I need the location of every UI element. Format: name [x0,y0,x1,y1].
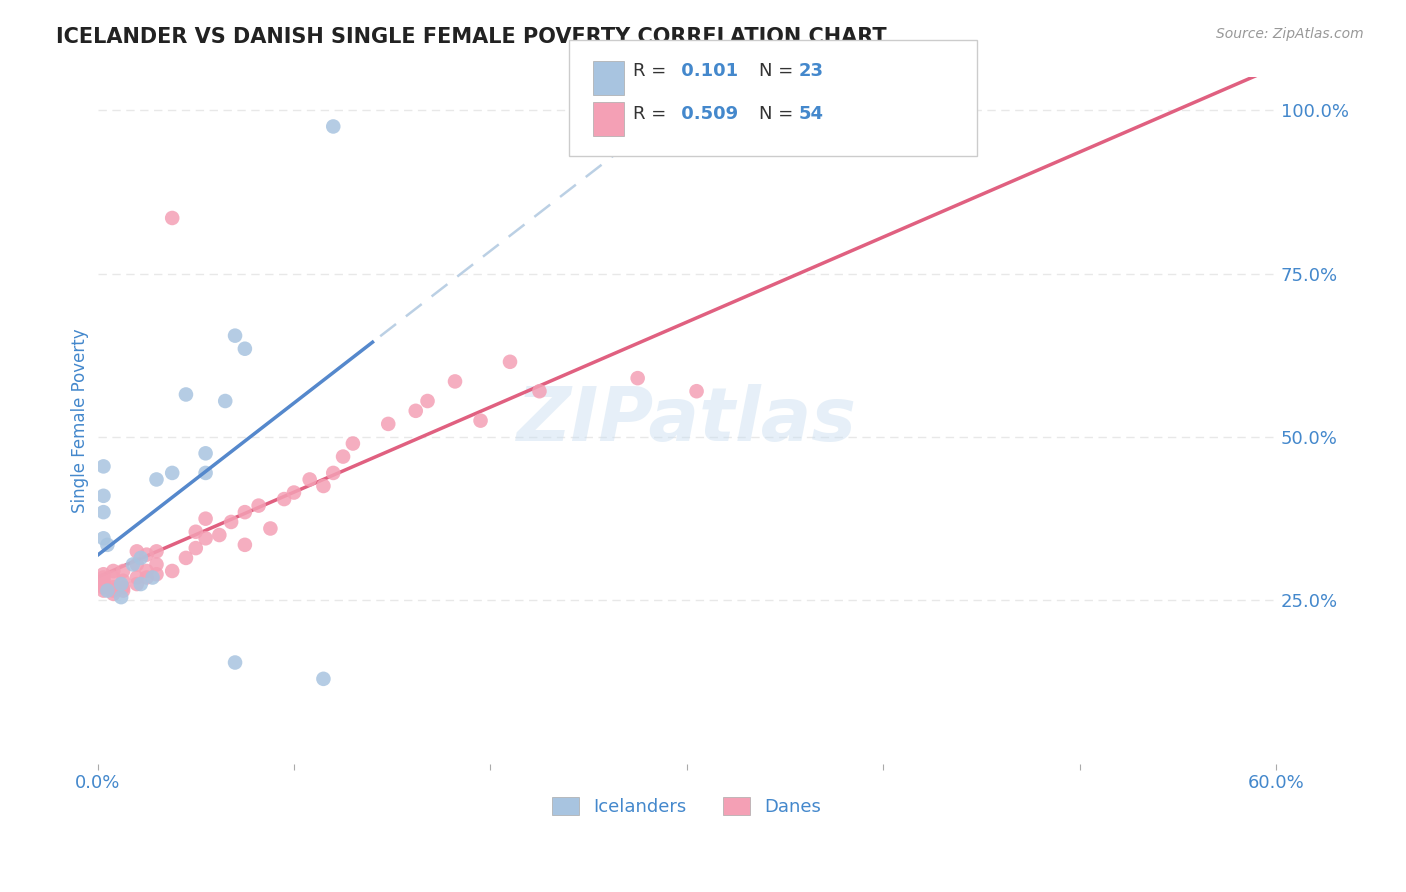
Point [125,570,148,584]
Point [298,473,321,487]
Point [194,466,217,480]
Point [112,564,135,578]
Point [135,548,157,562]
Point [184,524,207,539]
Point [93,489,115,503]
Point [444,375,467,389]
Point [103,570,125,584]
Point [470,414,492,428]
Point [93,574,115,588]
Point [194,446,217,460]
Text: N =: N = [759,62,799,80]
Point [332,450,354,464]
Point [93,459,115,474]
Point [103,587,125,601]
Text: N =: N = [759,105,799,123]
Point [174,550,197,565]
Text: 23: 23 [799,62,824,80]
Text: 0.101: 0.101 [675,62,738,80]
Text: 54: 54 [799,105,824,123]
Point [416,394,439,409]
Point [259,521,281,535]
Point [93,567,115,582]
Point [529,384,551,399]
Y-axis label: Single Female Poverty: Single Female Poverty [72,328,89,513]
Point [112,574,135,588]
Point [93,570,115,584]
Point [96,538,118,552]
Point [233,538,256,552]
Point [93,583,115,598]
Point [110,577,132,591]
Point [160,564,183,578]
Point [405,404,427,418]
Point [160,211,183,225]
Point [247,499,270,513]
Point [112,580,135,594]
Point [283,485,305,500]
Point [125,558,148,572]
Point [233,505,256,519]
Point [103,580,125,594]
Point [135,564,157,578]
Point [342,436,364,450]
Point [103,583,125,598]
Point [322,120,344,134]
Point [145,558,167,572]
Point [93,580,115,594]
Point [627,371,650,385]
Point [125,544,148,558]
Point [96,583,118,598]
Point [110,590,132,604]
Point [322,466,344,480]
Point [184,541,207,555]
Point [129,550,152,565]
Point [122,558,145,572]
Point [103,564,125,578]
Text: ZIPatlas: ZIPatlas [517,384,856,457]
Point [233,342,256,356]
Point [145,473,167,487]
Point [208,528,231,542]
Point [194,511,217,525]
Text: 0.509: 0.509 [675,105,738,123]
Point [125,577,148,591]
Point [93,505,115,519]
Point [160,466,183,480]
Legend: Icelanders, Danes: Icelanders, Danes [546,789,828,823]
Point [135,570,157,584]
Text: ICELANDER VS DANISH SINGLE FEMALE POVERTY CORRELATION CHART: ICELANDER VS DANISH SINGLE FEMALE POVERT… [56,27,887,46]
Text: R =: R = [633,62,672,80]
Text: Source: ZipAtlas.com: Source: ZipAtlas.com [1216,27,1364,41]
Point [214,394,236,409]
Point [312,479,335,493]
Point [93,531,115,545]
Point [224,328,246,343]
Point [93,577,115,591]
Point [499,355,522,369]
Point [273,492,295,507]
Point [145,567,167,582]
Point [142,570,165,584]
Point [377,417,399,431]
Point [219,515,242,529]
Point [312,672,335,686]
Point [129,577,152,591]
Point [194,531,217,545]
Point [685,384,707,399]
Point [145,544,167,558]
Point [112,583,135,598]
Point [224,656,246,670]
Point [174,387,197,401]
Text: R =: R = [633,105,672,123]
